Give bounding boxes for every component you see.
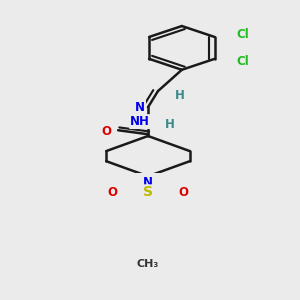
Text: O: O — [101, 125, 111, 138]
Text: O: O — [179, 186, 189, 199]
Text: H: H — [165, 118, 175, 131]
Text: N: N — [143, 176, 153, 189]
Text: S: S — [143, 185, 153, 200]
Text: CH₃: CH₃ — [137, 259, 159, 269]
Text: O: O — [107, 186, 117, 199]
Text: H: H — [175, 89, 185, 102]
Text: N: N — [135, 101, 145, 114]
Text: Cl: Cl — [236, 28, 249, 40]
Text: Cl: Cl — [236, 55, 249, 68]
Text: NH: NH — [130, 115, 150, 128]
